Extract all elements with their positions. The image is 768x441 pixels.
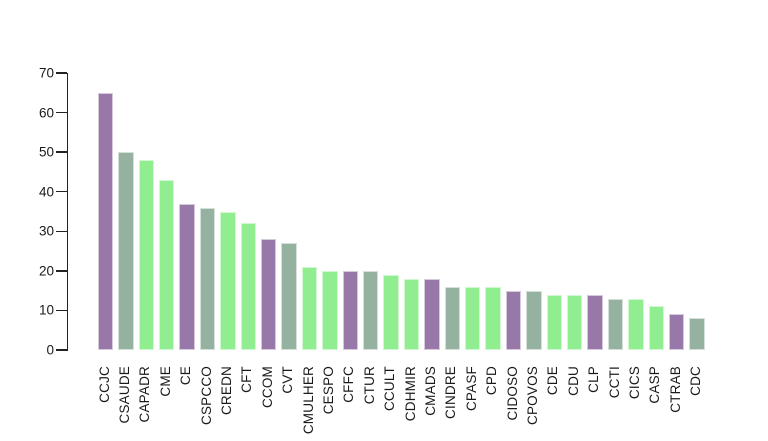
x-axis-label-CCULT: CCULT — [382, 366, 398, 412]
bar-CIDOSO — [505, 290, 522, 350]
y-axis-tick — [55, 270, 68, 272]
bar-CDHMIR — [403, 278, 420, 350]
bar-CTRAB — [668, 314, 685, 350]
bar-CSAUDE — [118, 152, 134, 350]
y-axis-tick-label: 60 — [38, 104, 54, 120]
bar-CDU — [566, 294, 583, 350]
y-axis-tick — [55, 72, 68, 74]
x-axis-label-CVT: CVT — [280, 366, 296, 394]
x-axis-label-CME: CME — [157, 366, 173, 397]
y-axis-tick — [55, 230, 68, 232]
x-axis-label-CASP: CASP — [647, 366, 663, 404]
bar-CPD — [485, 286, 501, 350]
x-axis-label-CPOVOS: CPOVOS — [524, 366, 540, 425]
x-axis-label-CSAUDE: CSAUDE — [116, 366, 132, 424]
bar-CVT — [281, 243, 297, 350]
x-axis-label-CMULHER: CMULHER — [300, 366, 316, 435]
x-axis-label-CICS: CICS — [626, 366, 642, 400]
bar-CE — [179, 203, 195, 350]
x-axis-label-CE: CE — [178, 366, 194, 386]
bar-CPASF — [464, 286, 481, 350]
bar-CASP — [648, 306, 665, 350]
x-axis-label-CTRAB: CTRAB — [667, 366, 683, 413]
x-axis-label-CTUR: CTUR — [361, 366, 377, 405]
y-axis-tick-label: 10 — [38, 302, 54, 318]
bar-CCJC — [97, 92, 114, 350]
bar-CAPADR — [138, 160, 155, 350]
bar-CESPO — [322, 270, 338, 350]
x-axis-label-CDHMIR: CDHMIR — [402, 366, 418, 422]
x-axis-label-CDE: CDE — [545, 366, 561, 396]
x-axis-label-CDU: CDU — [565, 366, 581, 396]
y-axis-tick — [55, 151, 68, 153]
x-axis-label-CCJC: CCJC — [96, 366, 112, 403]
bar-CCOM — [260, 239, 277, 350]
y-axis-tick — [55, 111, 68, 114]
bar-CDE — [546, 294, 563, 350]
y-axis-tick-label: 30 — [38, 223, 54, 239]
x-axis-label-CINDRE: CINDRE — [443, 366, 459, 419]
bar-CICS — [628, 298, 644, 350]
bar-CPOVOS — [526, 290, 542, 350]
x-axis-label-CMADS: CMADS — [422, 366, 438, 416]
y-axis-tick-label: 20 — [38, 263, 54, 279]
bar-CCTI — [607, 298, 624, 350]
x-axis-label-CPASF: CPASF — [463, 366, 479, 412]
x-axis-label-CAPADR: CAPADR — [137, 366, 153, 423]
bar-CTUR — [362, 270, 379, 350]
bar-CDC — [689, 318, 705, 350]
bar-CCULT — [383, 274, 399, 350]
x-axis-label-CDC: CDC — [688, 366, 704, 396]
bar-CLP — [587, 294, 603, 350]
bar-CMULHER — [301, 266, 318, 350]
x-axis-label-CFT: CFT — [239, 366, 255, 393]
y-axis-tick-label: 0 — [46, 342, 54, 358]
x-axis-label-CESPO: CESPO — [320, 366, 336, 415]
y-axis-tick-label: 70 — [38, 65, 54, 81]
bar-CME — [158, 179, 175, 350]
x-axis-label-CLP: CLP — [586, 366, 602, 393]
bar-CMADS — [424, 278, 440, 350]
y-axis-tick — [55, 349, 68, 351]
x-axis-label-CSPCCO: CSPCCO — [198, 366, 214, 425]
x-axis-label-CPD: CPD — [484, 366, 500, 396]
bar-CREDN — [220, 211, 236, 350]
bar-CFT — [240, 223, 257, 350]
bar-CSPCCO — [199, 207, 216, 350]
x-axis-label-CREDN: CREDN — [218, 366, 234, 416]
bar-CINDRE — [444, 286, 461, 350]
x-axis-label-CCOM: CCOM — [259, 366, 275, 409]
y-axis-tick-label: 40 — [38, 183, 54, 199]
y-axis-line — [67, 73, 69, 352]
x-axis-label-CCTI: CCTI — [606, 366, 622, 399]
x-axis-label-CFFC: CFFC — [341, 366, 357, 403]
y-axis-tick-label: 50 — [38, 144, 54, 160]
x-axis-label-CIDOSO: CIDOSO — [504, 366, 520, 421]
bar-CFFC — [342, 270, 359, 350]
y-axis-tick — [55, 191, 68, 193]
y-axis-tick — [55, 309, 68, 312]
